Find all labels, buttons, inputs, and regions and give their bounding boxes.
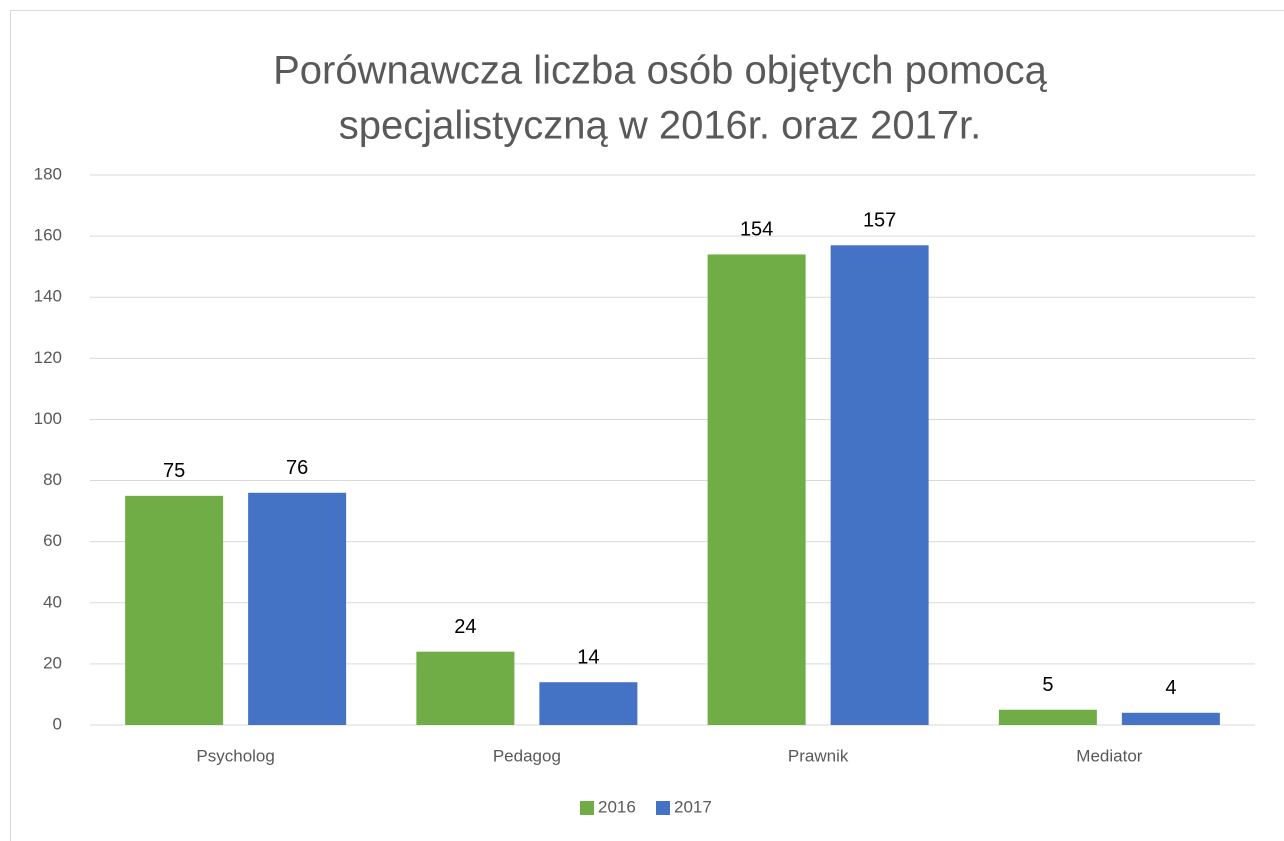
y-tick-label: 60 [43, 531, 62, 550]
y-tick-label: 140 [34, 287, 62, 306]
y-tick-label: 100 [34, 409, 62, 428]
y-tick-label: 40 [43, 592, 62, 611]
chart-title: Porównawcza liczba osób objętych pomocą [273, 49, 1048, 93]
y-tick-label: 180 [34, 164, 62, 183]
legend-label: 2016 [598, 797, 636, 816]
chart-title: specjalistyczną w 2016r. oraz 2017r. [339, 104, 982, 148]
x-tick-label: Prawnik [788, 746, 849, 765]
y-tick-label: 0 [53, 714, 62, 733]
data-label: 14 [577, 647, 599, 669]
y-tick-label: 20 [43, 653, 62, 672]
data-label: 24 [454, 616, 476, 638]
data-label: 5 [1042, 674, 1053, 696]
bar [248, 492, 347, 725]
x-tick-label: Psycholog [196, 746, 274, 765]
data-label: 75 [163, 460, 185, 482]
chart-frame [10, 10, 1284, 841]
bar [1121, 712, 1220, 725]
bar [539, 682, 638, 725]
x-tick-label: Mediator [1076, 746, 1142, 765]
legend-swatch [656, 801, 670, 815]
legend-swatch [580, 801, 594, 815]
data-label: 4 [1165, 677, 1176, 699]
data-label: 76 [286, 457, 308, 479]
data-label: 154 [740, 219, 773, 241]
data-label: 157 [863, 210, 896, 232]
bar [998, 709, 1097, 725]
bar [707, 254, 806, 725]
bar [416, 651, 515, 725]
bar [125, 495, 224, 725]
legend-label: 2017 [674, 797, 712, 816]
y-tick-label: 160 [34, 226, 62, 245]
y-tick-label: 80 [43, 470, 62, 489]
bar [830, 245, 929, 725]
y-tick-label: 120 [34, 348, 62, 367]
x-tick-label: Pedagog [493, 746, 561, 765]
